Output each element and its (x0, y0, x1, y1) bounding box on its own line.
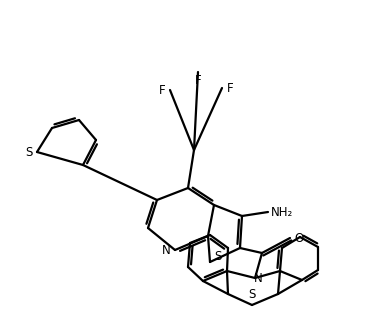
Text: O: O (294, 232, 304, 245)
Text: N: N (161, 243, 170, 256)
Text: S: S (25, 145, 33, 158)
Text: S: S (214, 250, 222, 264)
Text: F: F (227, 82, 233, 95)
Text: F: F (159, 83, 165, 96)
Text: N: N (254, 272, 262, 285)
Text: F: F (195, 73, 201, 86)
Text: NH₂: NH₂ (271, 206, 293, 219)
Text: S: S (248, 289, 256, 302)
